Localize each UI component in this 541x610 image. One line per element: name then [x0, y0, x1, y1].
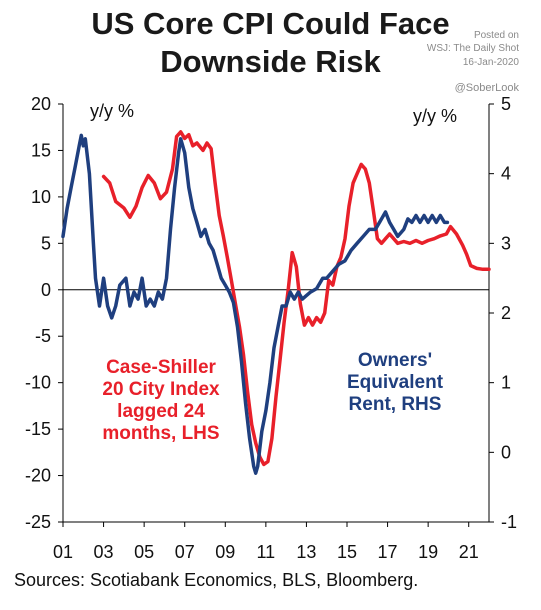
y-left-label: y/y % — [90, 101, 135, 121]
chart-title-line1: US Core CPI Could Face — [91, 6, 450, 41]
oer-series-line — [61, 133, 450, 475]
left-tick-label: 10 — [31, 187, 51, 207]
left-tick-label: 5 — [41, 233, 51, 253]
left-tick-label: -20 — [25, 466, 51, 486]
right-tick-label: 2 — [501, 303, 511, 323]
x-tick-label: 11 — [257, 542, 276, 562]
left-tick-label: 0 — [41, 280, 51, 300]
date-label: 16-Jan-2020 — [462, 57, 519, 68]
x-tick-label: 19 — [418, 542, 438, 562]
y-right-label: y/y % — [413, 106, 458, 126]
left-tick-label: 20 — [31, 94, 51, 114]
left-tick-label: -5 — [35, 326, 51, 346]
left-tick-label: -10 — [25, 373, 51, 393]
x-tick-label: 05 — [134, 542, 154, 562]
x-tick-label: 13 — [296, 542, 316, 562]
right-tick-label: 0 — [501, 442, 511, 462]
left-tick-label: -25 — [25, 512, 51, 532]
right-tick-label: 4 — [501, 164, 511, 184]
oer-annotation-line2: Equivalent — [346, 372, 444, 393]
right-tick-label: 1 — [501, 373, 511, 393]
left-tick-label: 15 — [31, 140, 51, 160]
sources-note: Sources: Scotiabank Economics, BLS, Bloo… — [14, 570, 419, 590]
case-shiller-series-line — [101, 130, 491, 467]
right-tick-label: -1 — [501, 512, 517, 532]
handle-label: @SoberLook — [454, 82, 519, 94]
x-tick-label: 01 — [53, 542, 73, 562]
right-tick-label: 3 — [501, 233, 511, 253]
case-shiller-annotation-line2: 20 City Index — [102, 379, 220, 400]
oer-annotation: Owners' Equivalent Rent, RHS — [330, 350, 460, 416]
posted-on-label: Posted on — [473, 30, 519, 41]
oer-annotation-line3: Rent, RHS — [348, 394, 442, 415]
case-shiller-annotation-line3: lagged 24 — [117, 401, 205, 422]
right-tick-label: 5 — [501, 94, 511, 114]
case-shiller-annotation-line1: Case-Shiller — [106, 357, 216, 378]
oer-annotation-line1: Owners' — [357, 350, 433, 371]
left-tick-label: -15 — [25, 419, 51, 439]
x-tick-label: 21 — [459, 542, 479, 562]
publication-label: WSJ: The Daily Shot — [426, 43, 519, 54]
case-shiller-annotation-line4: months, LHS — [102, 423, 220, 444]
chart-title-line2: Downside Risk — [160, 44, 381, 79]
x-tick-label: 07 — [175, 542, 195, 562]
x-tick-label: 03 — [94, 542, 114, 562]
case-shiller-annotation: Case-Shiller 20 City Index lagged 24 mon… — [86, 357, 236, 445]
x-tick-label: 17 — [378, 542, 398, 562]
x-tick-label: 15 — [337, 542, 357, 562]
x-tick-label: 09 — [215, 542, 235, 562]
